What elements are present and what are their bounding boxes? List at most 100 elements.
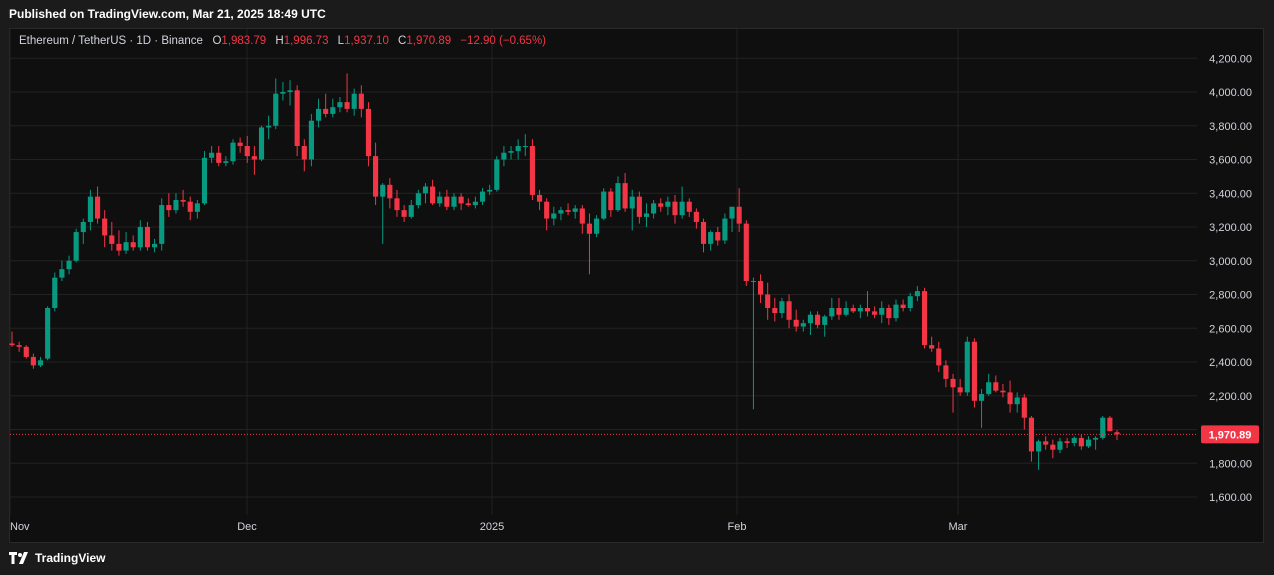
candle-body xyxy=(394,198,400,211)
candle-body xyxy=(137,227,143,248)
candle-body xyxy=(921,291,928,346)
candle-body xyxy=(765,294,771,308)
candle-body xyxy=(66,260,72,270)
symbol-label[interactable]: Ethereum / TetherUS · 1D · Binance xyxy=(19,35,203,47)
candle-body xyxy=(893,304,899,319)
candle-body xyxy=(936,348,942,366)
candle-body xyxy=(829,308,835,317)
candle-body xyxy=(494,159,500,190)
candle-body xyxy=(159,205,165,244)
candle-body xyxy=(1028,417,1035,452)
candle-body xyxy=(451,196,457,207)
low-label: L xyxy=(337,35,345,47)
open-label: O xyxy=(212,35,222,47)
candle-body xyxy=(465,203,471,206)
candle-body xyxy=(23,346,29,357)
candle-body xyxy=(437,196,443,204)
candle-body xyxy=(351,93,357,109)
top-bar: Published on TradingView.com, Mar 21, 20… xyxy=(0,0,1274,28)
candle-body xyxy=(380,184,386,197)
candle-body xyxy=(479,191,486,202)
candle-body xyxy=(900,304,906,308)
candle-body xyxy=(237,142,243,146)
candle-body xyxy=(37,360,44,366)
high-label: H xyxy=(275,35,284,47)
candle-body xyxy=(807,314,814,324)
candle-body xyxy=(458,196,464,204)
candle-body xyxy=(501,152,507,160)
candle-body xyxy=(87,196,93,222)
candle-body xyxy=(572,208,578,212)
candle-body xyxy=(772,308,778,314)
candle-body xyxy=(258,127,265,160)
candle-body xyxy=(658,203,664,207)
candle-body xyxy=(94,196,101,219)
candle-body xyxy=(964,341,970,393)
tradingview-logo-icon xyxy=(9,552,28,564)
candle-body xyxy=(800,323,806,327)
candle-body xyxy=(45,308,51,359)
candle-body xyxy=(487,189,493,192)
candle-body xyxy=(230,142,236,162)
candle-body xyxy=(558,210,564,214)
candle-body xyxy=(244,146,250,157)
change-value: −12.90 (−0.65%) xyxy=(460,35,546,47)
candle-body xyxy=(700,221,707,244)
candle-body xyxy=(365,108,372,157)
y-tick-label: 1,800.00 xyxy=(1209,458,1252,470)
candle-body xyxy=(280,92,286,94)
candle-body xyxy=(1050,444,1056,450)
candle-body xyxy=(914,291,920,297)
y-tick-label: 4,200.00 xyxy=(1209,53,1252,65)
candle-body xyxy=(1107,417,1113,432)
candle-body xyxy=(757,281,764,295)
candle-body xyxy=(1057,441,1063,450)
y-tick-label: 2,600.00 xyxy=(1209,323,1252,335)
candle-body xyxy=(308,120,314,160)
candle-body xyxy=(971,341,977,401)
candle-body xyxy=(180,200,186,202)
x-tick-label: Mar xyxy=(949,521,968,533)
current-price-label: 1,970.89 xyxy=(1209,429,1252,441)
candle-body xyxy=(515,146,521,152)
candle-body xyxy=(344,102,350,109)
candle-body xyxy=(1093,437,1099,440)
candle-body xyxy=(850,308,856,312)
candle-body xyxy=(387,184,393,199)
candle-body xyxy=(30,356,36,366)
candle-body xyxy=(201,157,208,204)
candle-body xyxy=(401,210,407,217)
y-tick-label: 3,600.00 xyxy=(1209,155,1252,167)
candle-body xyxy=(708,232,714,244)
x-tick-label: Nov xyxy=(10,521,30,533)
candle-body xyxy=(822,316,828,325)
candle-body xyxy=(579,208,585,224)
chart-panel[interactable] xyxy=(9,28,1264,543)
candle-body xyxy=(116,243,122,251)
candle-body xyxy=(1000,390,1006,393)
candle-body xyxy=(194,203,200,212)
candle-body xyxy=(643,213,650,217)
y-tick-label: 3,200.00 xyxy=(1209,222,1252,234)
candle-body xyxy=(294,90,300,146)
y-tick-label: 2,800.00 xyxy=(1209,290,1252,302)
candle-body xyxy=(422,186,429,194)
candle-body xyxy=(879,308,885,315)
y-tick-label: 3,800.00 xyxy=(1209,121,1252,133)
candle-body xyxy=(102,218,108,236)
footer-brand[interactable]: TradingView xyxy=(35,551,106,565)
candle-body xyxy=(629,196,635,209)
candle-body xyxy=(886,308,892,319)
close-label: C xyxy=(398,35,407,47)
candle-body xyxy=(166,205,172,211)
candle-body xyxy=(59,269,65,278)
candle-body xyxy=(715,232,721,241)
candle-body xyxy=(907,296,913,308)
candle-body xyxy=(1043,441,1049,445)
candle-body xyxy=(786,301,792,320)
candle-body xyxy=(337,102,343,108)
close-value: 1,970.89 xyxy=(406,35,452,47)
candle-body xyxy=(187,201,193,212)
candle-body xyxy=(287,90,293,92)
